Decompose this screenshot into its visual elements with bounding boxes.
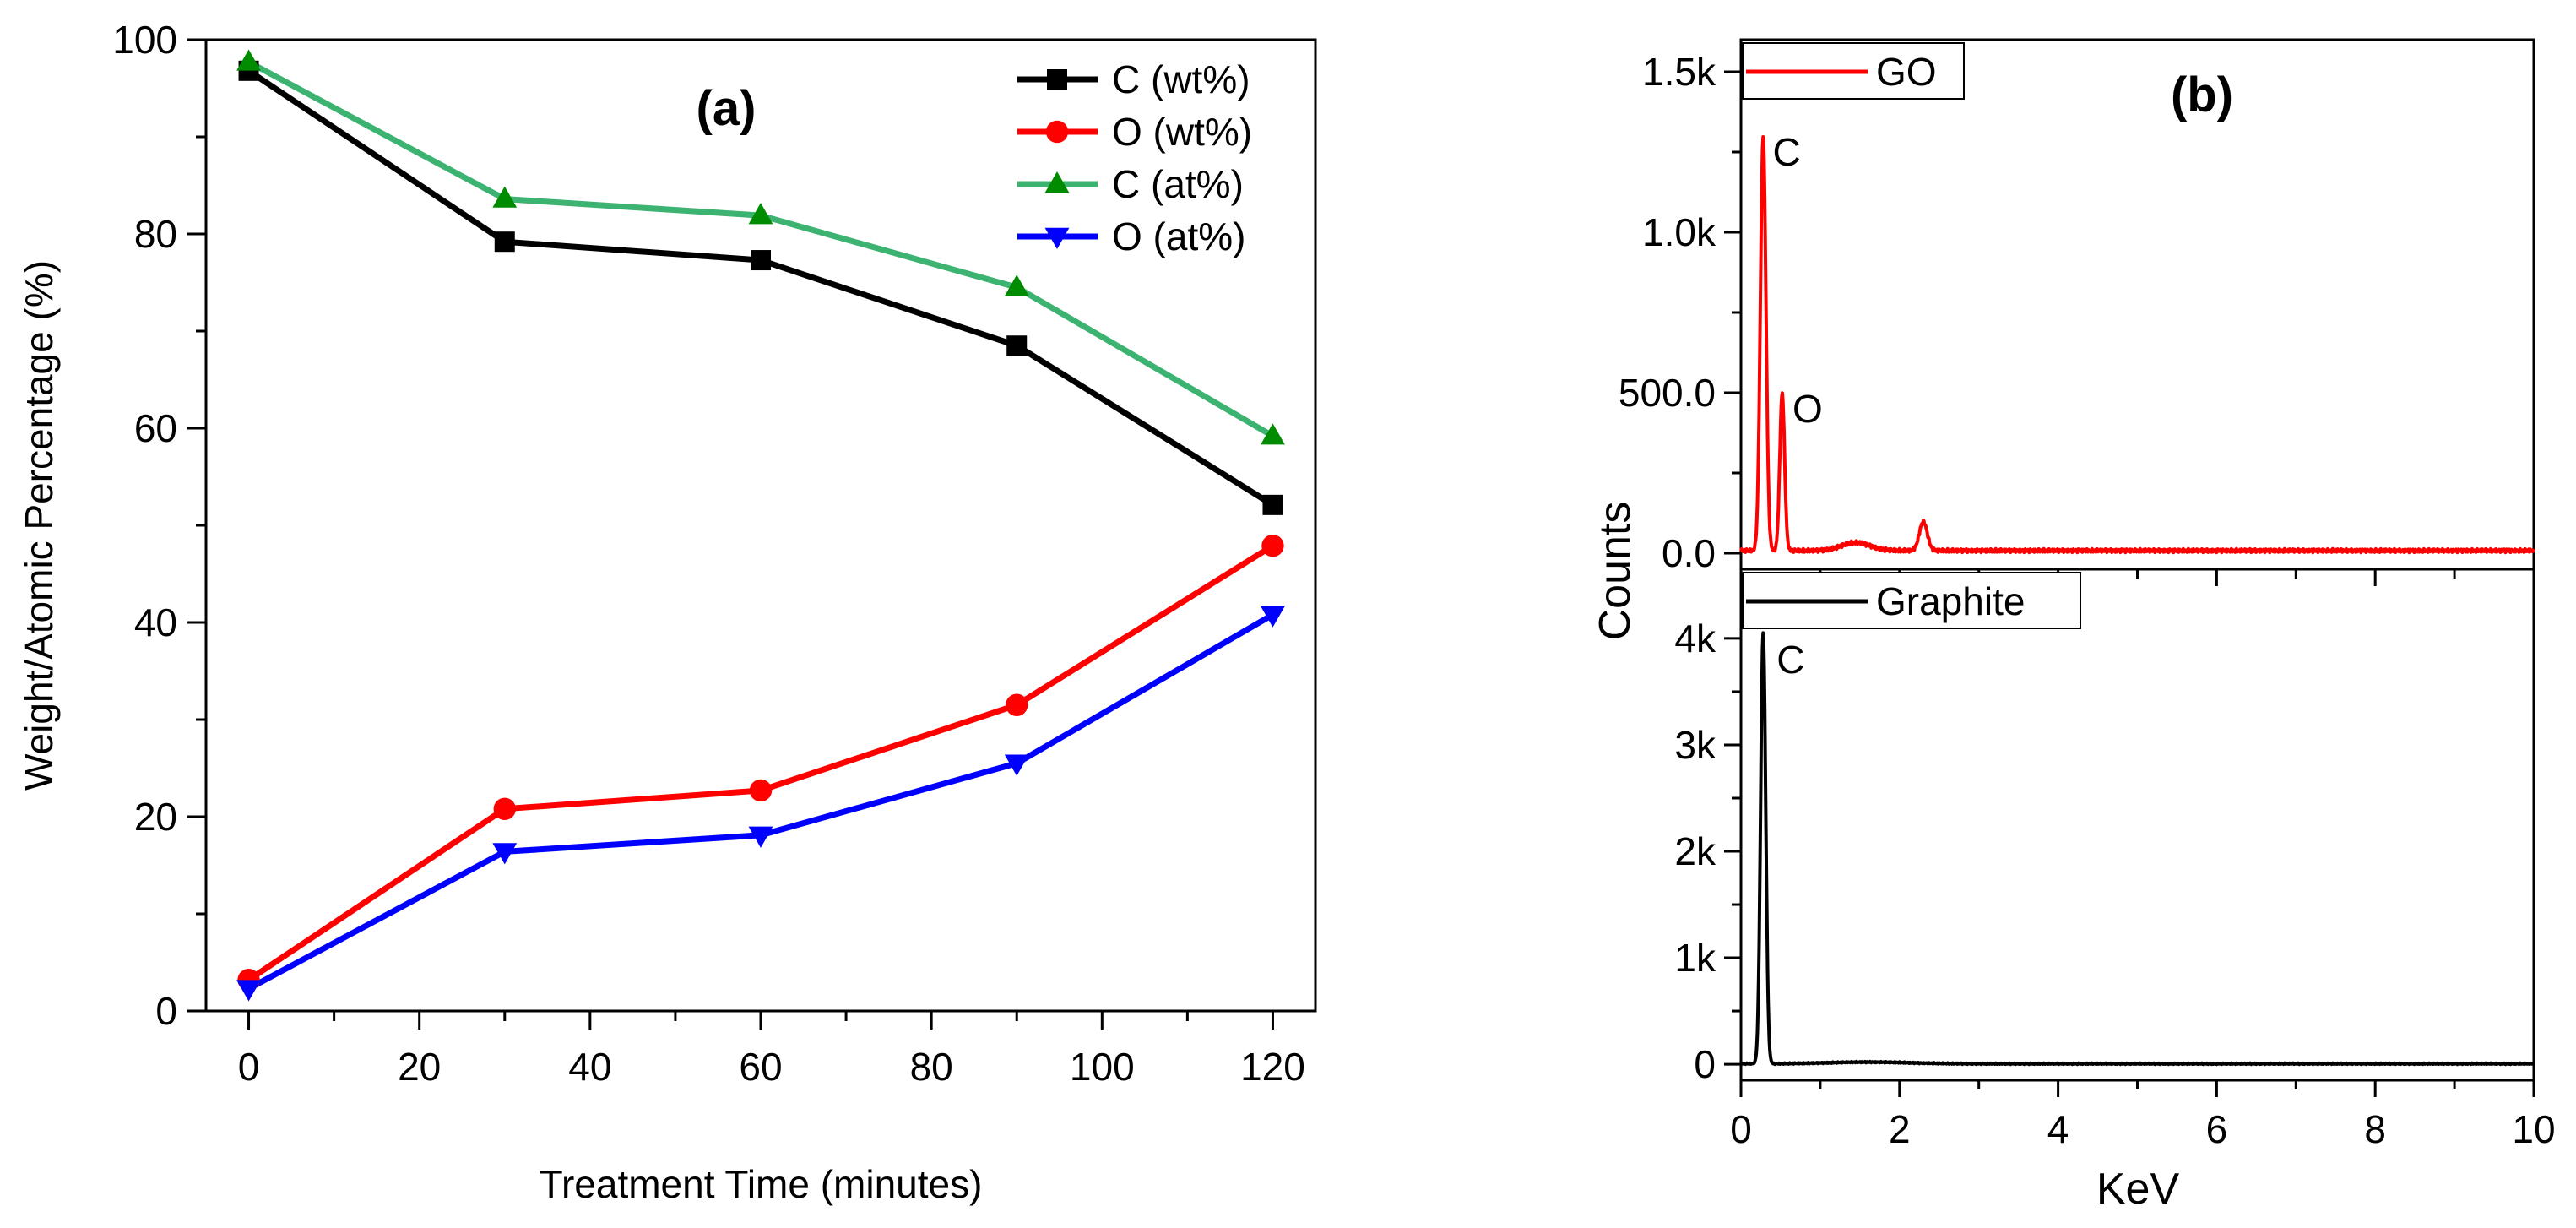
x-tick-label: 2 xyxy=(1889,1107,1911,1151)
data-point xyxy=(236,980,261,1002)
chart-b-ticks: 0.0 500.0 1.0k 1.5k 0 1k 2k 3k 4k 0 2 4 6 8 10 xyxy=(1619,50,2556,1151)
legend-marker xyxy=(1045,120,1069,144)
legend-label: O (at%) xyxy=(1112,215,1245,258)
x-tick-label: 40 xyxy=(568,1045,611,1089)
x-tick-label: 80 xyxy=(910,1045,953,1089)
y-tick-label: 4k xyxy=(1674,617,1716,660)
x-tick-label: 100 xyxy=(1070,1045,1135,1089)
spectrum-line xyxy=(1739,631,2535,1067)
chart-a-y-axis-label: Weight/Atomic Percentage (%) xyxy=(17,260,61,791)
y-tick-label: 500.0 xyxy=(1619,371,1716,415)
chart-b-panel-label: (b) xyxy=(2171,68,2233,122)
legend-label: C (at%) xyxy=(1112,162,1244,206)
x-tick-label: 0 xyxy=(238,1045,260,1089)
y-tick-label: 3k xyxy=(1674,723,1716,767)
chart-b-x-axis-label: KeV xyxy=(2096,1165,2180,1214)
y-tick-label: 1k xyxy=(1674,936,1716,980)
chart-b-y-axis-label: Counts xyxy=(1591,502,1640,641)
peak-annotation: O xyxy=(1792,387,1823,431)
chart-a-ticks: 0 20 40 60 80 100 120 0 20 40 60 80 100 xyxy=(112,18,1305,1089)
legend-marker xyxy=(1044,171,1070,193)
chart-a-legend: C (wt%) O (wt%) C (at%) O (at%) xyxy=(1017,57,1252,258)
data-point xyxy=(1006,335,1028,356)
y-tick-label: 0.0 xyxy=(1662,531,1716,575)
y-tick-label: 0 xyxy=(155,989,177,1033)
x-tick-label: 10 xyxy=(2512,1107,2555,1151)
data-point xyxy=(1006,693,1028,716)
chart-b-series: C O C xyxy=(1739,130,2535,1067)
x-tick-label: 4 xyxy=(2047,1107,2069,1151)
data-point xyxy=(749,779,773,802)
x-tick-label: 60 xyxy=(739,1045,782,1089)
x-tick-label: 6 xyxy=(2206,1107,2228,1151)
data-point xyxy=(493,797,516,820)
y-tick-label: 60 xyxy=(134,406,177,450)
legend-marker xyxy=(1047,69,1067,90)
y-tick-label: 40 xyxy=(134,600,177,644)
chart-b-plot-frame xyxy=(1739,38,2535,1082)
chart-a-x-axis-label: Treatment Time (minutes) xyxy=(540,1162,983,1206)
data-point xyxy=(1262,494,1283,515)
data-point xyxy=(748,203,773,225)
data-point xyxy=(1261,423,1285,445)
x-tick-label: 0 xyxy=(1730,1107,1752,1151)
y-tick-label: 80 xyxy=(134,212,177,256)
legend-label: GO xyxy=(1876,50,1937,94)
data-point xyxy=(1261,606,1285,628)
data-point xyxy=(494,231,515,253)
y-tick-label: 100 xyxy=(112,18,177,62)
data-point xyxy=(492,843,518,865)
x-tick-label: 20 xyxy=(398,1045,441,1089)
y-tick-label: 1.0k xyxy=(1642,210,1716,254)
legend-marker xyxy=(1044,227,1070,249)
legend-label: Graphite xyxy=(1876,579,2025,623)
legend-label: C (wt%) xyxy=(1112,57,1250,101)
spectrum-line xyxy=(1739,135,2535,555)
x-tick-label: 120 xyxy=(1240,1045,1305,1089)
series-line xyxy=(247,543,1275,983)
data-point xyxy=(1004,754,1029,776)
chart-a: 0 20 40 60 80 100 120 0 20 40 60 80 100 (a) Treatmen… xyxy=(17,18,1317,1206)
data-point xyxy=(1261,534,1284,557)
y-tick-label: 20 xyxy=(134,795,177,839)
legend-label: O (wt%) xyxy=(1112,110,1252,154)
chart-a-series xyxy=(236,49,1285,1002)
y-tick-label: 0 xyxy=(1694,1042,1716,1086)
chart-a-panel-label: (a) xyxy=(697,81,757,136)
series-line xyxy=(247,611,1275,992)
chart-b-legends: GO Graphite xyxy=(1742,42,2081,629)
data-point xyxy=(748,826,773,848)
x-tick-label: 8 xyxy=(2364,1107,2386,1151)
peak-annotation: C xyxy=(1776,638,1804,682)
legend-box xyxy=(1742,572,2081,629)
data-point xyxy=(492,186,518,208)
peak-annotation: C xyxy=(1773,130,1801,174)
y-tick-label: 2k xyxy=(1674,829,1716,873)
data-point xyxy=(751,250,771,271)
data-point xyxy=(236,49,261,71)
y-tick-label: 1.5k xyxy=(1642,50,1716,94)
data-point xyxy=(1004,274,1029,296)
